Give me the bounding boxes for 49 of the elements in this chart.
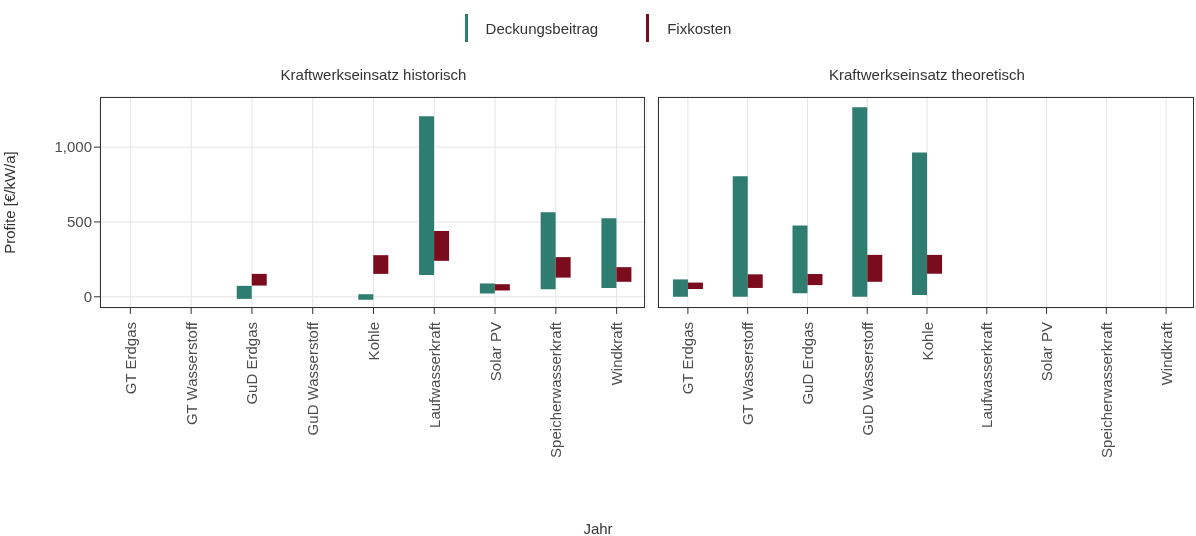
bar	[747, 274, 763, 288]
bar	[555, 257, 571, 278]
x-tick-label: Solar PV	[486, 322, 504, 382]
bar	[732, 176, 748, 297]
y-tick-label: 1,000	[54, 138, 92, 156]
bar	[434, 230, 450, 261]
bar	[792, 225, 808, 294]
bar	[236, 285, 252, 299]
bar	[807, 274, 823, 286]
bar	[927, 254, 943, 274]
chart-title: Kraftwerkseinsatz theoretisch	[828, 66, 1026, 83]
x-tick-label: Laufwasserkraft	[425, 321, 443, 428]
legend-label: Fixkosten	[667, 19, 732, 37]
x-tick-label: Windkraft	[608, 321, 626, 386]
y-tick-label: 500	[66, 213, 92, 231]
bar	[867, 254, 883, 282]
bar	[672, 279, 688, 297]
x-tick-label: GuD Erdgas	[798, 322, 816, 405]
bar	[251, 273, 267, 286]
x-tick-label: Kohle	[918, 322, 936, 361]
x-tick-label: GT Erdgas	[679, 322, 697, 395]
bar	[912, 152, 928, 295]
y-axis-title: Profite [€/kW/a]	[1, 151, 19, 254]
x-tick-label: Speicherwasserkraft	[547, 321, 565, 458]
legend-label: Deckungsbeitrag	[485, 19, 599, 37]
bar	[852, 107, 868, 297]
bar	[419, 116, 435, 276]
x-axis-title: Jahr	[582, 520, 614, 536]
x-tick-label: Solar PV	[1038, 322, 1056, 382]
y-tick-label: 0	[83, 288, 92, 306]
x-tick-label: Laufwasserkraft	[978, 321, 996, 428]
x-tick-label: GuD Wasserstoff	[858, 321, 876, 436]
bar	[373, 255, 389, 274]
x-tick-label: GuD Erdgas	[243, 322, 261, 405]
x-tick-label: Speicherwasserkraft	[1097, 321, 1115, 458]
x-tick-label: Windkraft	[1157, 321, 1175, 386]
x-tick-label: GT Erdgas	[121, 322, 139, 395]
bar	[479, 283, 495, 294]
bar	[601, 218, 617, 289]
x-tick-label: Kohle	[365, 322, 382, 361]
bar	[358, 294, 374, 300]
chart-title: Kraftwerkseinsatz historisch	[279, 66, 468, 83]
bar	[494, 284, 510, 291]
bar	[540, 212, 556, 290]
bar	[616, 267, 632, 282]
bar	[687, 282, 703, 289]
x-tick-label: GuD Wasserstoff	[304, 321, 322, 436]
x-tick-label: GT Wasserstoff	[739, 321, 757, 426]
x-tick-label: GT Wasserstoff	[182, 321, 200, 426]
